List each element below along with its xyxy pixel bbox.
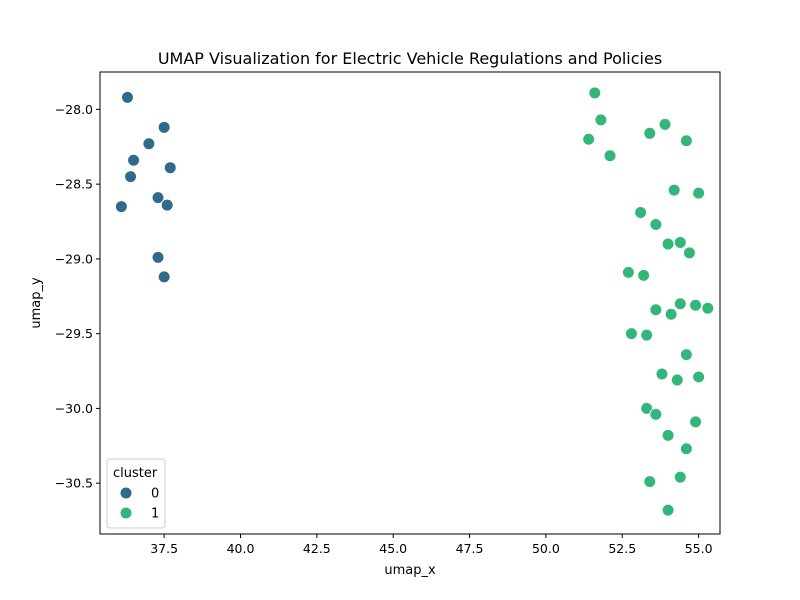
x-tick-label: 55.0	[685, 541, 713, 556]
cluster-0-point	[157, 120, 171, 134]
cluster-1-point	[692, 186, 706, 200]
cluster-0-point	[127, 153, 141, 167]
cluster-0-point	[114, 200, 128, 214]
legend-title: cluster	[113, 466, 158, 481]
x-tick-label: 40.0	[227, 541, 255, 556]
cluster-1-point	[640, 328, 654, 342]
cluster-1-point	[689, 298, 703, 312]
x-tick-label: 45.0	[379, 541, 407, 556]
cluster-1-point	[643, 475, 657, 489]
cluster-1-point	[594, 113, 608, 127]
cluster-1-point	[673, 297, 687, 311]
cluster-1-point	[649, 303, 663, 317]
cluster-1-point	[679, 442, 693, 456]
legend-marker-cluster-0	[119, 486, 133, 500]
cluster-1-point	[661, 428, 675, 442]
cluster-0-point	[142, 137, 156, 151]
y-axis-label: umap_y	[29, 277, 44, 329]
x-tick-label: 37.5	[150, 541, 178, 556]
cluster-1-point	[664, 307, 678, 321]
cluster-1-point	[634, 206, 648, 220]
y-tick-label: −29.0	[55, 251, 93, 266]
cluster-0-point	[151, 250, 165, 264]
x-tick-label: 42.5	[303, 541, 331, 556]
cluster-1-point	[682, 246, 696, 260]
cluster-1-point	[670, 373, 684, 387]
cluster-1-point	[621, 265, 635, 279]
cluster-1-point	[689, 415, 703, 429]
cluster-1-point	[582, 132, 596, 146]
cluster-1-point	[692, 370, 706, 384]
legend-entries: 01	[119, 486, 159, 522]
cluster-1-point	[649, 407, 663, 421]
cluster-1-point	[643, 126, 657, 140]
cluster-1-point	[673, 235, 687, 249]
legend-marker-cluster-1	[119, 506, 133, 520]
cluster-0-point	[124, 170, 138, 184]
chart-title: UMAP Visualization for Electric Vehicle …	[158, 49, 662, 68]
cluster-0-point	[120, 90, 134, 104]
legend-label-cluster-1: 1	[151, 507, 159, 522]
x-axis: 37.5 40.0 42.5 45.0 47.5 50.0 52.5 55.0	[150, 534, 713, 556]
y-tick-label: −30.5	[55, 476, 93, 491]
cluster-1-point	[673, 470, 687, 484]
cluster-1-point	[640, 401, 654, 415]
cluster-0-point	[163, 161, 177, 175]
cluster-1-point	[679, 134, 693, 148]
y-axis: −28.0 −28.5 −29.0 −29.5 −30.0 −30.5	[55, 102, 100, 491]
legend: cluster 01	[106, 458, 166, 529]
y-tick-label: −29.5	[55, 326, 93, 341]
x-axis-label: umap_x	[384, 563, 436, 578]
y-tick-label: −30.0	[55, 401, 93, 416]
cluster-1-point	[667, 183, 681, 197]
data-points	[114, 86, 715, 517]
cluster-1-point	[655, 367, 669, 381]
cluster-1-point	[588, 86, 602, 100]
cluster-1-point	[658, 117, 672, 131]
cluster-1-point	[603, 149, 617, 163]
plot-area	[99, 71, 721, 535]
cluster-0-point	[160, 198, 174, 212]
x-tick-label: 52.5	[608, 541, 636, 556]
cluster-1-point	[701, 301, 715, 315]
cluster-1-point	[661, 237, 675, 251]
cluster-1-point	[624, 327, 638, 341]
cluster-0-point	[157, 270, 171, 284]
x-tick-label: 47.5	[456, 541, 484, 556]
y-tick-label: −28.5	[55, 177, 93, 192]
cluster-1-point	[679, 348, 693, 362]
cluster-1-point	[637, 268, 651, 282]
cluster-1-point	[649, 218, 663, 232]
y-tick-label: −28.0	[55, 102, 93, 117]
cluster-0-point	[151, 191, 165, 205]
x-tick-label: 50.0	[532, 541, 560, 556]
cluster-1-point	[661, 503, 675, 517]
legend-label-cluster-0: 0	[151, 487, 159, 502]
